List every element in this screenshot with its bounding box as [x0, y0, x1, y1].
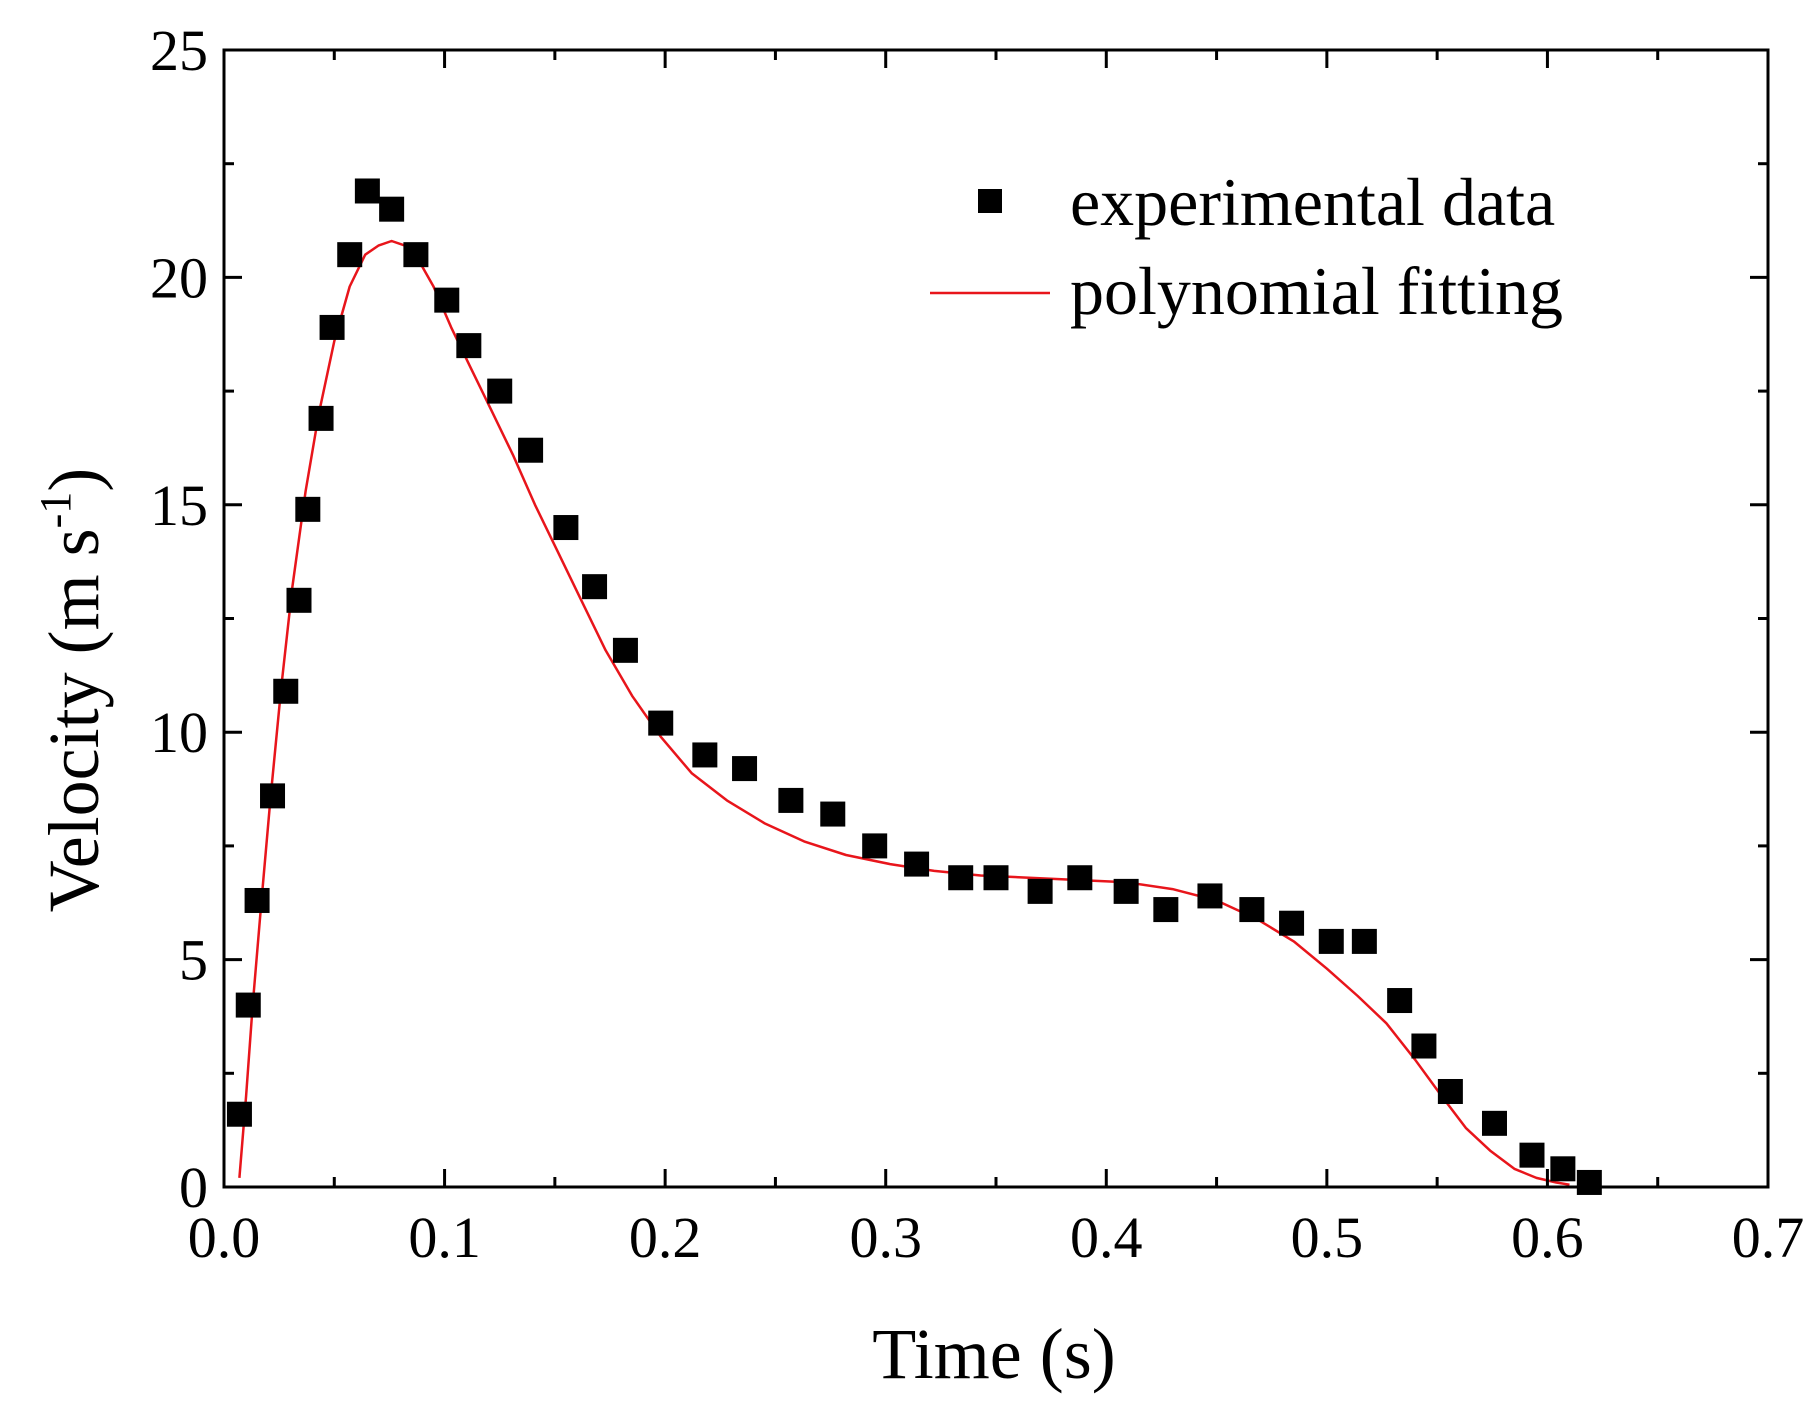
data-point — [1576, 1169, 1602, 1195]
data-point — [862, 833, 888, 859]
data-point — [226, 1101, 252, 1127]
data-point — [904, 851, 930, 877]
x-tick-label: 0.6 — [1511, 1205, 1584, 1270]
x-tick-label: 0.7 — [1732, 1205, 1805, 1270]
x-tick-label: 0.0 — [188, 1205, 261, 1270]
data-point — [1387, 988, 1413, 1014]
data-point — [1239, 897, 1265, 923]
legend-label-polynomial: polynomial fitting — [1070, 253, 1563, 329]
data-point — [403, 242, 429, 268]
legend-marker-experimental — [978, 189, 1002, 213]
x-tick-label: 0.5 — [1291, 1205, 1364, 1270]
data-point — [582, 574, 608, 600]
data-point — [1067, 865, 1093, 891]
data-point — [273, 678, 299, 704]
data-point — [1411, 1033, 1437, 1059]
data-point — [983, 865, 1009, 891]
y-axis-title: Velocity (m s-1) — [31, 468, 114, 913]
data-point — [612, 637, 638, 663]
data-point — [456, 333, 482, 359]
y-tick-label: 15 — [150, 473, 208, 538]
x-tick-label: 0.2 — [629, 1205, 702, 1270]
y-tick-label: 5 — [179, 928, 208, 993]
data-point — [778, 787, 804, 813]
data-point — [820, 801, 846, 827]
data-point — [1318, 928, 1344, 954]
legend: experimental data polynomial fitting — [930, 164, 1563, 329]
data-point — [1197, 883, 1223, 909]
data-point — [260, 783, 286, 809]
axes-layer: 0.0 0.1 0.2 0.3 0.4 0.5 0.6 0.7 0 5 10 15 20 25 — [150, 18, 1804, 1270]
plot-layer — [226, 178, 1602, 1195]
x-tick-label: 0.1 — [408, 1205, 481, 1270]
data-point — [648, 710, 674, 736]
data-point — [487, 378, 513, 404]
legend-label-experimental: experimental data — [1070, 164, 1555, 240]
y-axis-title-main: Velocity (m s — [34, 528, 114, 912]
data-point — [295, 496, 321, 522]
y-tick-label: 25 — [150, 18, 208, 83]
y-tick-label: 10 — [150, 700, 208, 765]
series-polynomial-fitting-line — [238, 239, 1570, 1186]
data-point — [379, 196, 405, 222]
data-point — [244, 887, 270, 913]
data-point — [1519, 1142, 1545, 1168]
data-point — [1351, 928, 1377, 954]
data-point — [1027, 878, 1053, 904]
y-tick-label: 20 — [150, 245, 208, 310]
data-point — [337, 242, 363, 268]
data-point — [354, 178, 380, 204]
x-tick-label: 0.3 — [849, 1205, 922, 1270]
data-point — [553, 515, 579, 541]
data-point — [1113, 878, 1139, 904]
data-point — [1279, 910, 1305, 936]
data-point — [1437, 1078, 1463, 1104]
data-point — [235, 992, 261, 1018]
data-point — [1481, 1110, 1507, 1136]
x-tick-label: 0.4 — [1070, 1205, 1143, 1270]
data-point — [1550, 1156, 1576, 1182]
data-point — [692, 742, 718, 768]
data-point — [308, 405, 334, 431]
data-point — [732, 756, 758, 782]
x-axis-title: Time (s) — [872, 1314, 1115, 1394]
y-axis-title-superscript: -1 — [31, 492, 80, 529]
data-point — [434, 287, 460, 313]
y-axis-title-close: ) — [34, 468, 114, 492]
data-point — [1153, 897, 1179, 923]
data-point — [286, 587, 312, 613]
data-point — [518, 437, 544, 463]
y-tick-label: 0 — [179, 1155, 208, 1220]
data-point — [948, 865, 974, 891]
data-point — [319, 314, 345, 340]
